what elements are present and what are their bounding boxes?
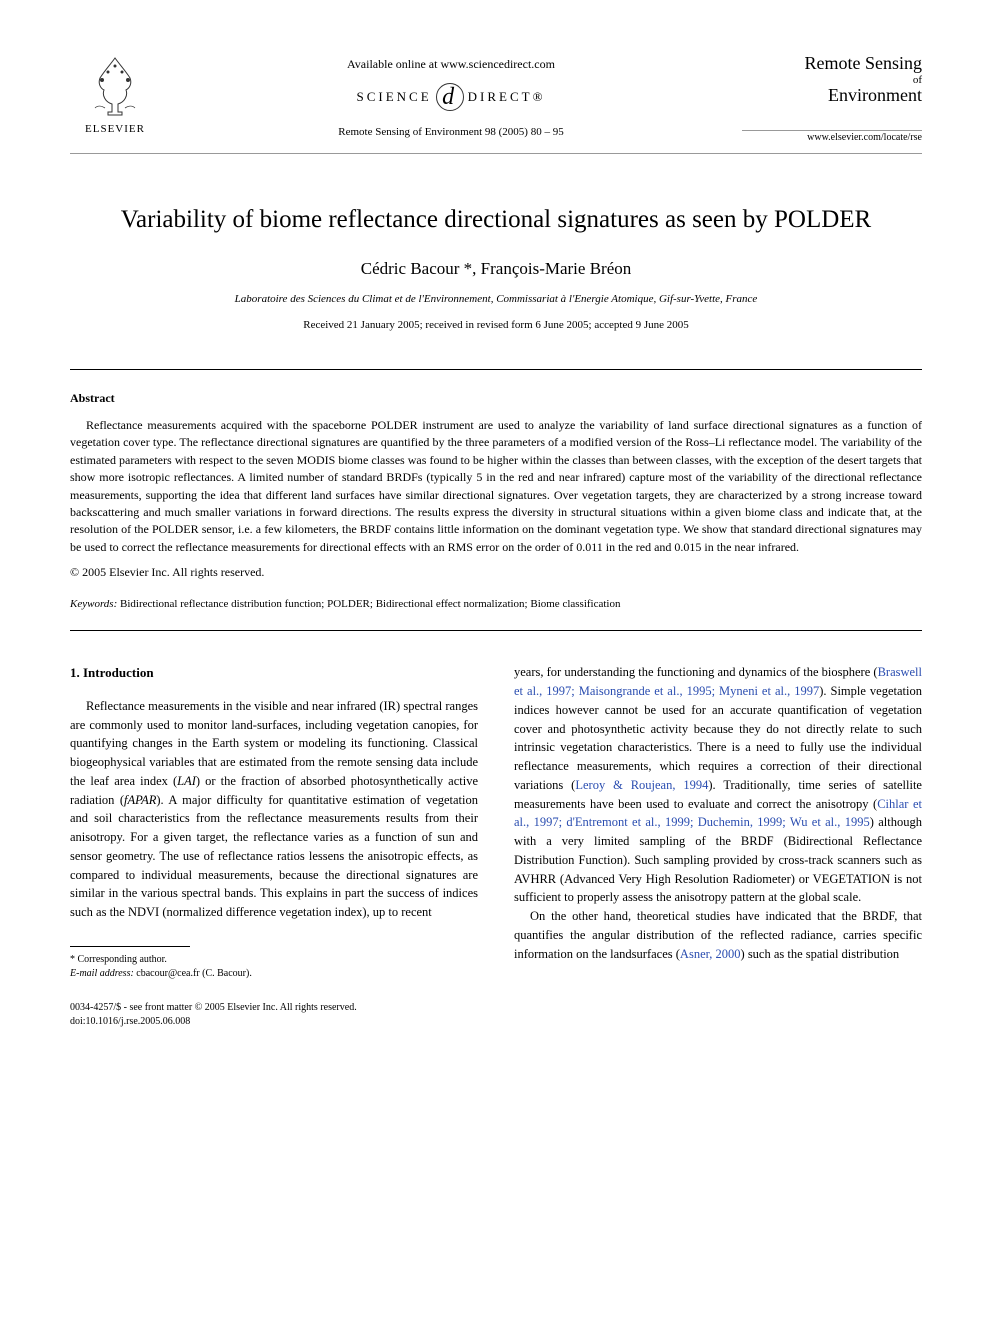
journal-title-block: Remote Sensing of Environment www.elsevi… <box>742 50 922 145</box>
footnote-email-value: cbacour@cea.fr (C. Bacour). <box>134 968 252 979</box>
intro-para-1: Reflectance measurements in the visible … <box>70 697 478 922</box>
received-dates: Received 21 January 2005; received in re… <box>70 318 922 333</box>
publisher-logo-block: ELSEVIER <box>70 50 160 137</box>
footer-line2: doi:10.1016/j.rse.2005.06.008 <box>70 1015 478 1029</box>
column-left: 1. Introduction Reflectance measurements… <box>70 663 478 1029</box>
citation-line: Remote Sensing of Environment 98 (2005) … <box>160 125 742 140</box>
footnote-email: E-mail address: cbacour@cea.fr (C. Bacou… <box>70 967 478 981</box>
center-header: Available online at www.sciencedirect.co… <box>160 50 742 140</box>
science-direct-left: SCIENCE <box>357 88 432 106</box>
keywords-line: Keywords: Bidirectional reflectance dist… <box>70 597 922 612</box>
journal-title-line2: Environment <box>828 85 922 105</box>
keywords-text: Bidirectional reflectance distribution f… <box>117 598 620 610</box>
intro-c2-p1-b: ). Simple vegetation indices however can… <box>514 684 922 792</box>
paper-page: ELSEVIER Available online at www.science… <box>0 0 992 1069</box>
section-1-heading: 1. Introduction <box>70 663 478 683</box>
abstract-heading: Abstract <box>70 390 922 407</box>
footnote-corresponding: * Corresponding author. <box>70 953 478 967</box>
article-title: Variability of biome reflectance directi… <box>70 202 922 237</box>
body-columns: 1. Introduction Reflectance measurements… <box>70 663 922 1029</box>
ref-leroy[interactable]: Leroy & Roujean, 1994 <box>575 778 708 792</box>
header-bottom-rule <box>70 153 922 154</box>
copyright-line: © 2005 Elsevier Inc. All rights reserved… <box>70 564 922 581</box>
footer-block: 0034-4257/$ - see front matter © 2005 El… <box>70 1001 478 1029</box>
intro-c2-p1-a: years, for understanding the functioning… <box>514 665 878 679</box>
journal-title-line1: Remote Sensing <box>805 53 923 73</box>
keywords-label: Keywords: <box>70 598 117 610</box>
abstract-bottom-rule <box>70 630 922 631</box>
affiliation: Laboratoire des Sciences du Climat et de… <box>70 292 922 307</box>
intro-p1-c: ). A major difficulty for quantitative e… <box>70 793 478 920</box>
footer-line1: 0034-4257/$ - see front matter © 2005 El… <box>70 1001 478 1015</box>
column-right: years, for understanding the functioning… <box>514 663 922 1029</box>
journal-url: www.elsevier.com/locate/rse <box>742 131 922 145</box>
intro-p1-lai: LAI <box>177 774 196 788</box>
intro-p1-fapar: fAPAR <box>124 793 156 807</box>
science-direct-right: DIRECT® <box>468 88 546 106</box>
journal-title: Remote Sensing of Environment <box>742 54 922 106</box>
available-online-text: Available online at www.sciencedirect.co… <box>160 56 742 73</box>
intro-para-1-cont: years, for understanding the functioning… <box>514 663 922 907</box>
header-row: ELSEVIER Available online at www.science… <box>70 50 922 145</box>
intro-c2-p2-b: ) such as the spatial distribution <box>741 947 900 961</box>
intro-para-2: On the other hand, theoretical studies h… <box>514 907 922 963</box>
science-direct-logo: SCIENCE d DIRECT® <box>160 83 742 111</box>
publisher-name: ELSEVIER <box>85 122 145 137</box>
elsevier-tree-icon <box>80 50 150 120</box>
abstract-body: Reflectance measurements acquired with t… <box>70 417 922 556</box>
authors: Cédric Bacour *, François-Marie Bréon <box>70 257 922 281</box>
science-direct-at-icon: d <box>436 83 464 111</box>
abstract-top-rule <box>70 369 922 370</box>
footnote-email-label: E-mail address: <box>70 968 134 979</box>
footnote-rule <box>70 946 190 947</box>
ref-asner[interactable]: Asner, 2000 <box>680 947 741 961</box>
